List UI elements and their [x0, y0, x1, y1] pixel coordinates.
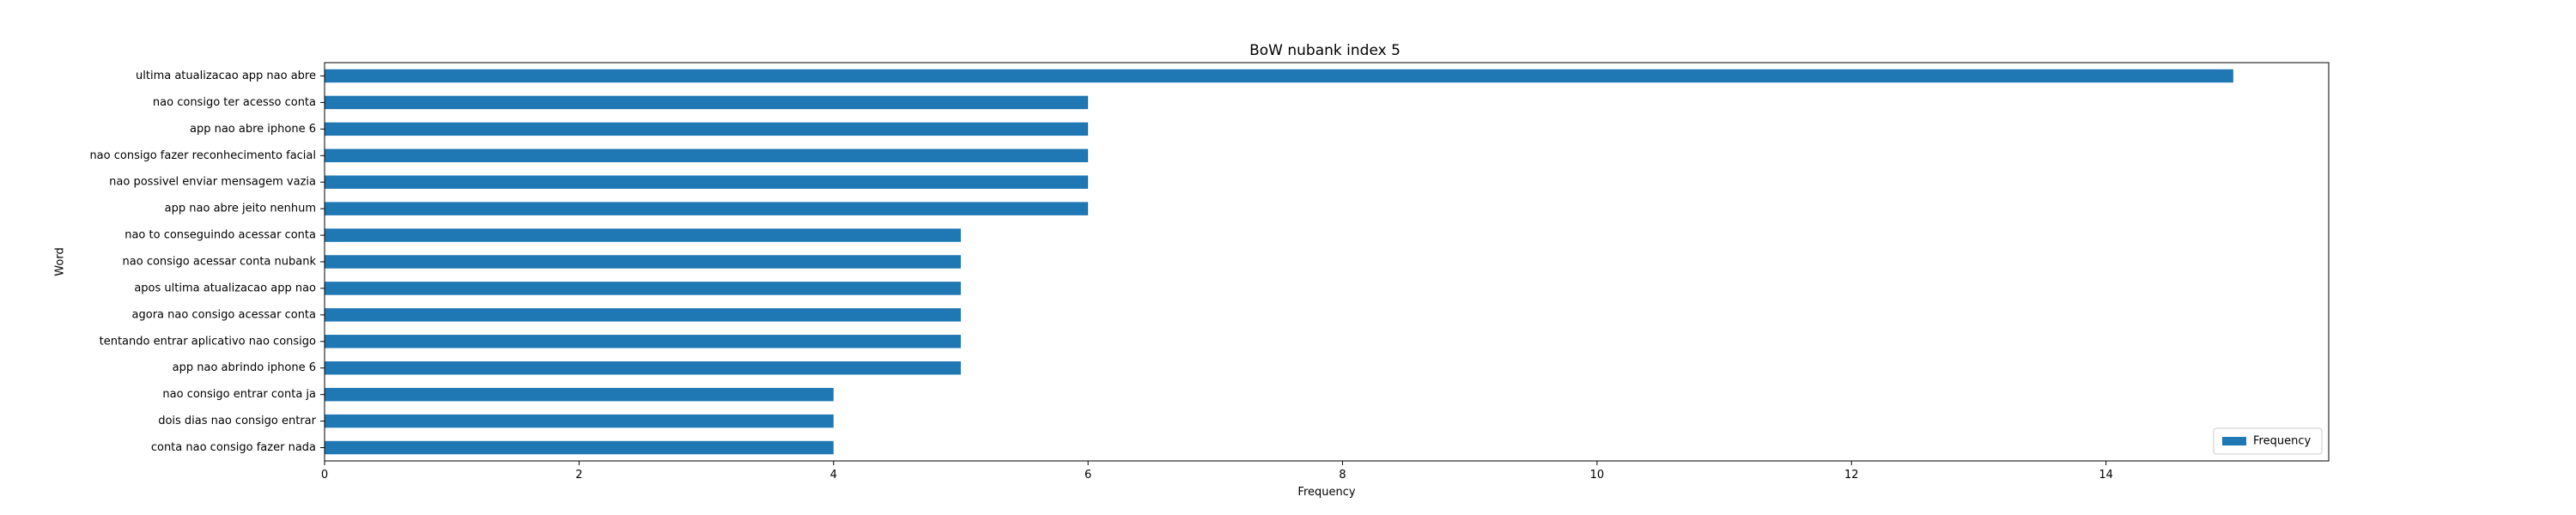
bar: [325, 202, 1089, 215]
legend: Frequency: [2213, 427, 2323, 455]
y-tick-label: app nao abrindo iphone 6: [173, 361, 316, 374]
bar: [325, 282, 961, 295]
bar: [325, 175, 1089, 189]
bar: [325, 414, 834, 428]
y-tick-label: nao consigo entrar conta ja: [162, 388, 316, 401]
x-axis-title: Frequency: [1297, 486, 1355, 499]
legend-label: Frequency: [2253, 435, 2311, 448]
bar: [325, 148, 1089, 162]
y-axis-title: Word: [54, 247, 67, 276]
y-tick-label: nao consigo ter acesso conta: [153, 96, 316, 109]
x-tick-label: 8: [1339, 469, 1346, 482]
x-tick-label: 10: [1590, 469, 1605, 482]
y-tick-label: app nao abre iphone 6: [190, 123, 316, 136]
bar: [325, 335, 961, 348]
x-tick-label: 4: [830, 469, 837, 482]
bar: [325, 255, 961, 269]
bar: [325, 228, 961, 242]
x-tick-label: 6: [1084, 469, 1091, 482]
y-tick-label: nao consigo fazer reconhecimento facial: [89, 149, 316, 162]
y-tick-label: ultima atualizacao app nao abre: [136, 70, 316, 82]
y-tick-label: app nao abre jeito nenhum: [165, 203, 316, 215]
bar: [325, 387, 834, 402]
y-tick-label: conta nao consigo fazer nada: [151, 441, 316, 454]
bar: [325, 95, 1089, 110]
legend-box: [2213, 427, 2323, 455]
bars-group: [325, 69, 2233, 455]
y-tick-label: nao to conseguindo acessar conta: [125, 229, 316, 242]
y-tick-label: tentando entrar aplicativo nao consigo: [100, 335, 316, 348]
y-tick-label: agora nao consigo acessar conta: [132, 308, 316, 321]
x-tick-label: 2: [575, 469, 582, 482]
x-tick-label: 12: [1844, 469, 1859, 482]
bar: [325, 122, 1089, 136]
chart-title: BoW nubank index 5: [1249, 42, 1400, 59]
x-tick-label: 14: [2099, 469, 2113, 482]
y-tick-label: dois dias nao consigo entrar: [158, 415, 316, 427]
y-axis: ultima atualizacao app nao abre nao consi…: [89, 70, 325, 454]
y-tick-label: nao consigo acessar conta nubank: [123, 256, 317, 269]
legend-swatch: [2222, 437, 2246, 445]
bar: [325, 69, 2233, 83]
y-tick-label: nao possivel enviar mensagem vazia: [109, 176, 316, 189]
bar: [325, 440, 834, 455]
bar: [325, 361, 961, 375]
x-axis: 0 2 4 6 8 10 12 14: [321, 461, 2113, 482]
plot-frame: [324, 62, 2330, 462]
y-tick-label: apos ultima atualizacao app nao: [134, 282, 316, 294]
x-tick-label: 0: [321, 469, 328, 482]
bar: [325, 308, 961, 322]
